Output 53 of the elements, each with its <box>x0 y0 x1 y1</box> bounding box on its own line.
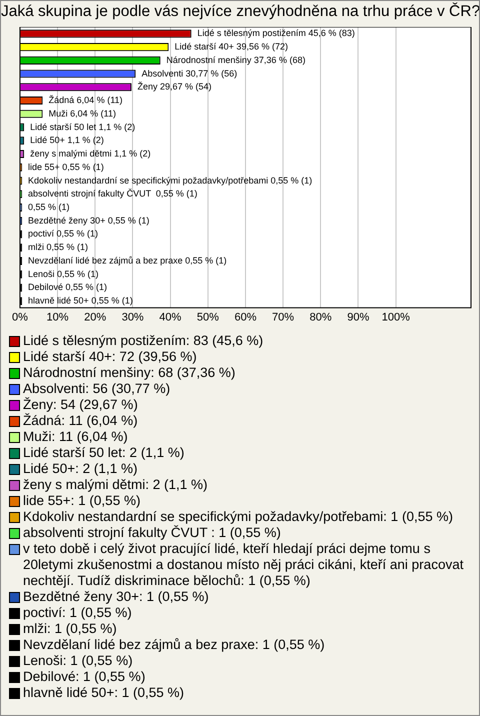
text: hlavně lidé 50+: 1 (0,55 %) <box>23 685 184 701</box>
text: Nevzdělaní lidé bez zájmů a bez praxe: 1 (0,55 %) <box>23 637 325 653</box>
category-label: ženy s malými dětmi 1,1 % (2) <box>30 148 151 159</box>
text: Absolventi: 56 (30,77 %) <box>23 381 170 397</box>
x-tick-label: 80% <box>310 311 332 324</box>
category-label: Lidé 50+ 1,1 % (2) <box>30 135 104 146</box>
x-tick-label: 0% <box>12 311 28 324</box>
category-label: Kdokoliv nestandardní se specifickými požadavky/potřebami 0,55 % (1) <box>28 175 312 186</box>
text: ženy s malými dětmi: 2 (1,1 %) <box>23 477 208 493</box>
category-label: lide 55+ 0,55 % (1) <box>28 162 104 172</box>
text: mlži: 1 (0,55 %) <box>23 621 117 637</box>
text: Kdokoliv nestandardní se specifickými požadavky/potřebami: 1 (0,55 %) <box>23 509 453 525</box>
text: lide 55+: 1 (0,55 %) <box>23 493 140 509</box>
text: Lenoši: 1 (0,55 %) <box>23 653 133 669</box>
category-label: Absolventi 30,77 % (56) <box>142 68 238 78</box>
category-label: mlži 0,55 % (1) <box>28 242 88 252</box>
category-label: Ženy 29,67 % (54) <box>137 82 212 92</box>
text: Lidé 50+: 2 (1,1 %) <box>23 461 138 477</box>
category-label: poctiví 0,55 % (1) <box>28 228 98 239</box>
category-label: Žádná 6,04 % (11) <box>48 95 123 106</box>
category-label: hlavně lidé 50+ 0,55 % (1) <box>28 296 133 306</box>
text: poctiví: 1 (0,55 %) <box>23 605 132 621</box>
text: Ženy: 54 (29,67 %) <box>23 397 138 413</box>
category-label: Bezdětné ženy 30+ 0,55 % (1) <box>28 215 150 226</box>
x-tick-label: 40% <box>159 311 182 324</box>
x-tick-label: 10% <box>46 311 69 324</box>
category-label: Muži 6,04 % (11) <box>48 108 116 118</box>
x-tick-label: 70% <box>272 311 294 324</box>
text: Lidé starší 50 let: 2 (1,1 %) <box>23 445 184 461</box>
category-label: Lidé starší 40+ 39,56 % (72) <box>174 42 288 52</box>
category-label: Lenoši 0,55 % (1) <box>28 268 99 279</box>
x-tick-label: 50% <box>196 311 220 324</box>
x-tick-label: 30% <box>122 311 144 324</box>
text: Bezdětné ženy 30+: 1 (0,55 %) <box>23 589 209 605</box>
text: Muži: 11 (6,04 %) <box>23 429 128 445</box>
text: Debilové: 1 (0,55 %) <box>23 669 146 685</box>
category-label: absolventi strojní fakulty ČVUT 0,55 % (1) <box>28 188 198 199</box>
text: Lidé starší 40+: 72 (39,56 %) <box>23 349 197 365</box>
text: Lidé s tělesným postižením: 83 (45,6 %) <box>23 333 264 349</box>
x-tick-label: 20% <box>84 311 106 324</box>
category-label: Lidé s tělesným postižením 45,6 % (83) <box>197 28 355 38</box>
text: absolventi strojní fakulty ČVUT : 1 (0,55 %) <box>23 525 281 541</box>
text: Žádná: 11 (6,04 %) <box>23 413 138 429</box>
category-label: Lidé starší 50 let 1,1 % (2) <box>30 122 136 132</box>
data-label: 0,55 % (1) <box>28 202 70 212</box>
x-tick-label: 60% <box>234 311 257 324</box>
category-label: Národnostní menšiny 37,36 % (68) <box>166 54 306 65</box>
text: Národnostní menšiny: 68 (37,36 %) <box>23 365 236 381</box>
category-label: Debilové 0,55 % (1) <box>28 282 108 292</box>
x-tick-label: 90% <box>347 311 370 324</box>
text: v teto době i celý život pracující lidé, kteří hledají práci dejme tomu s 20letymi zkušenostmi a dostanou místo něj práci cikáni, kteří ani pracovat nechtějí. Tudíž diskriminace bělochů: 1 (0,55 %) <box>23 541 464 589</box>
x-tick-label: 100% <box>382 311 410 324</box>
category-label: Nevzdělaní lidé bez zájmů a bez praxe 0,55 % (1) <box>28 255 227 266</box>
